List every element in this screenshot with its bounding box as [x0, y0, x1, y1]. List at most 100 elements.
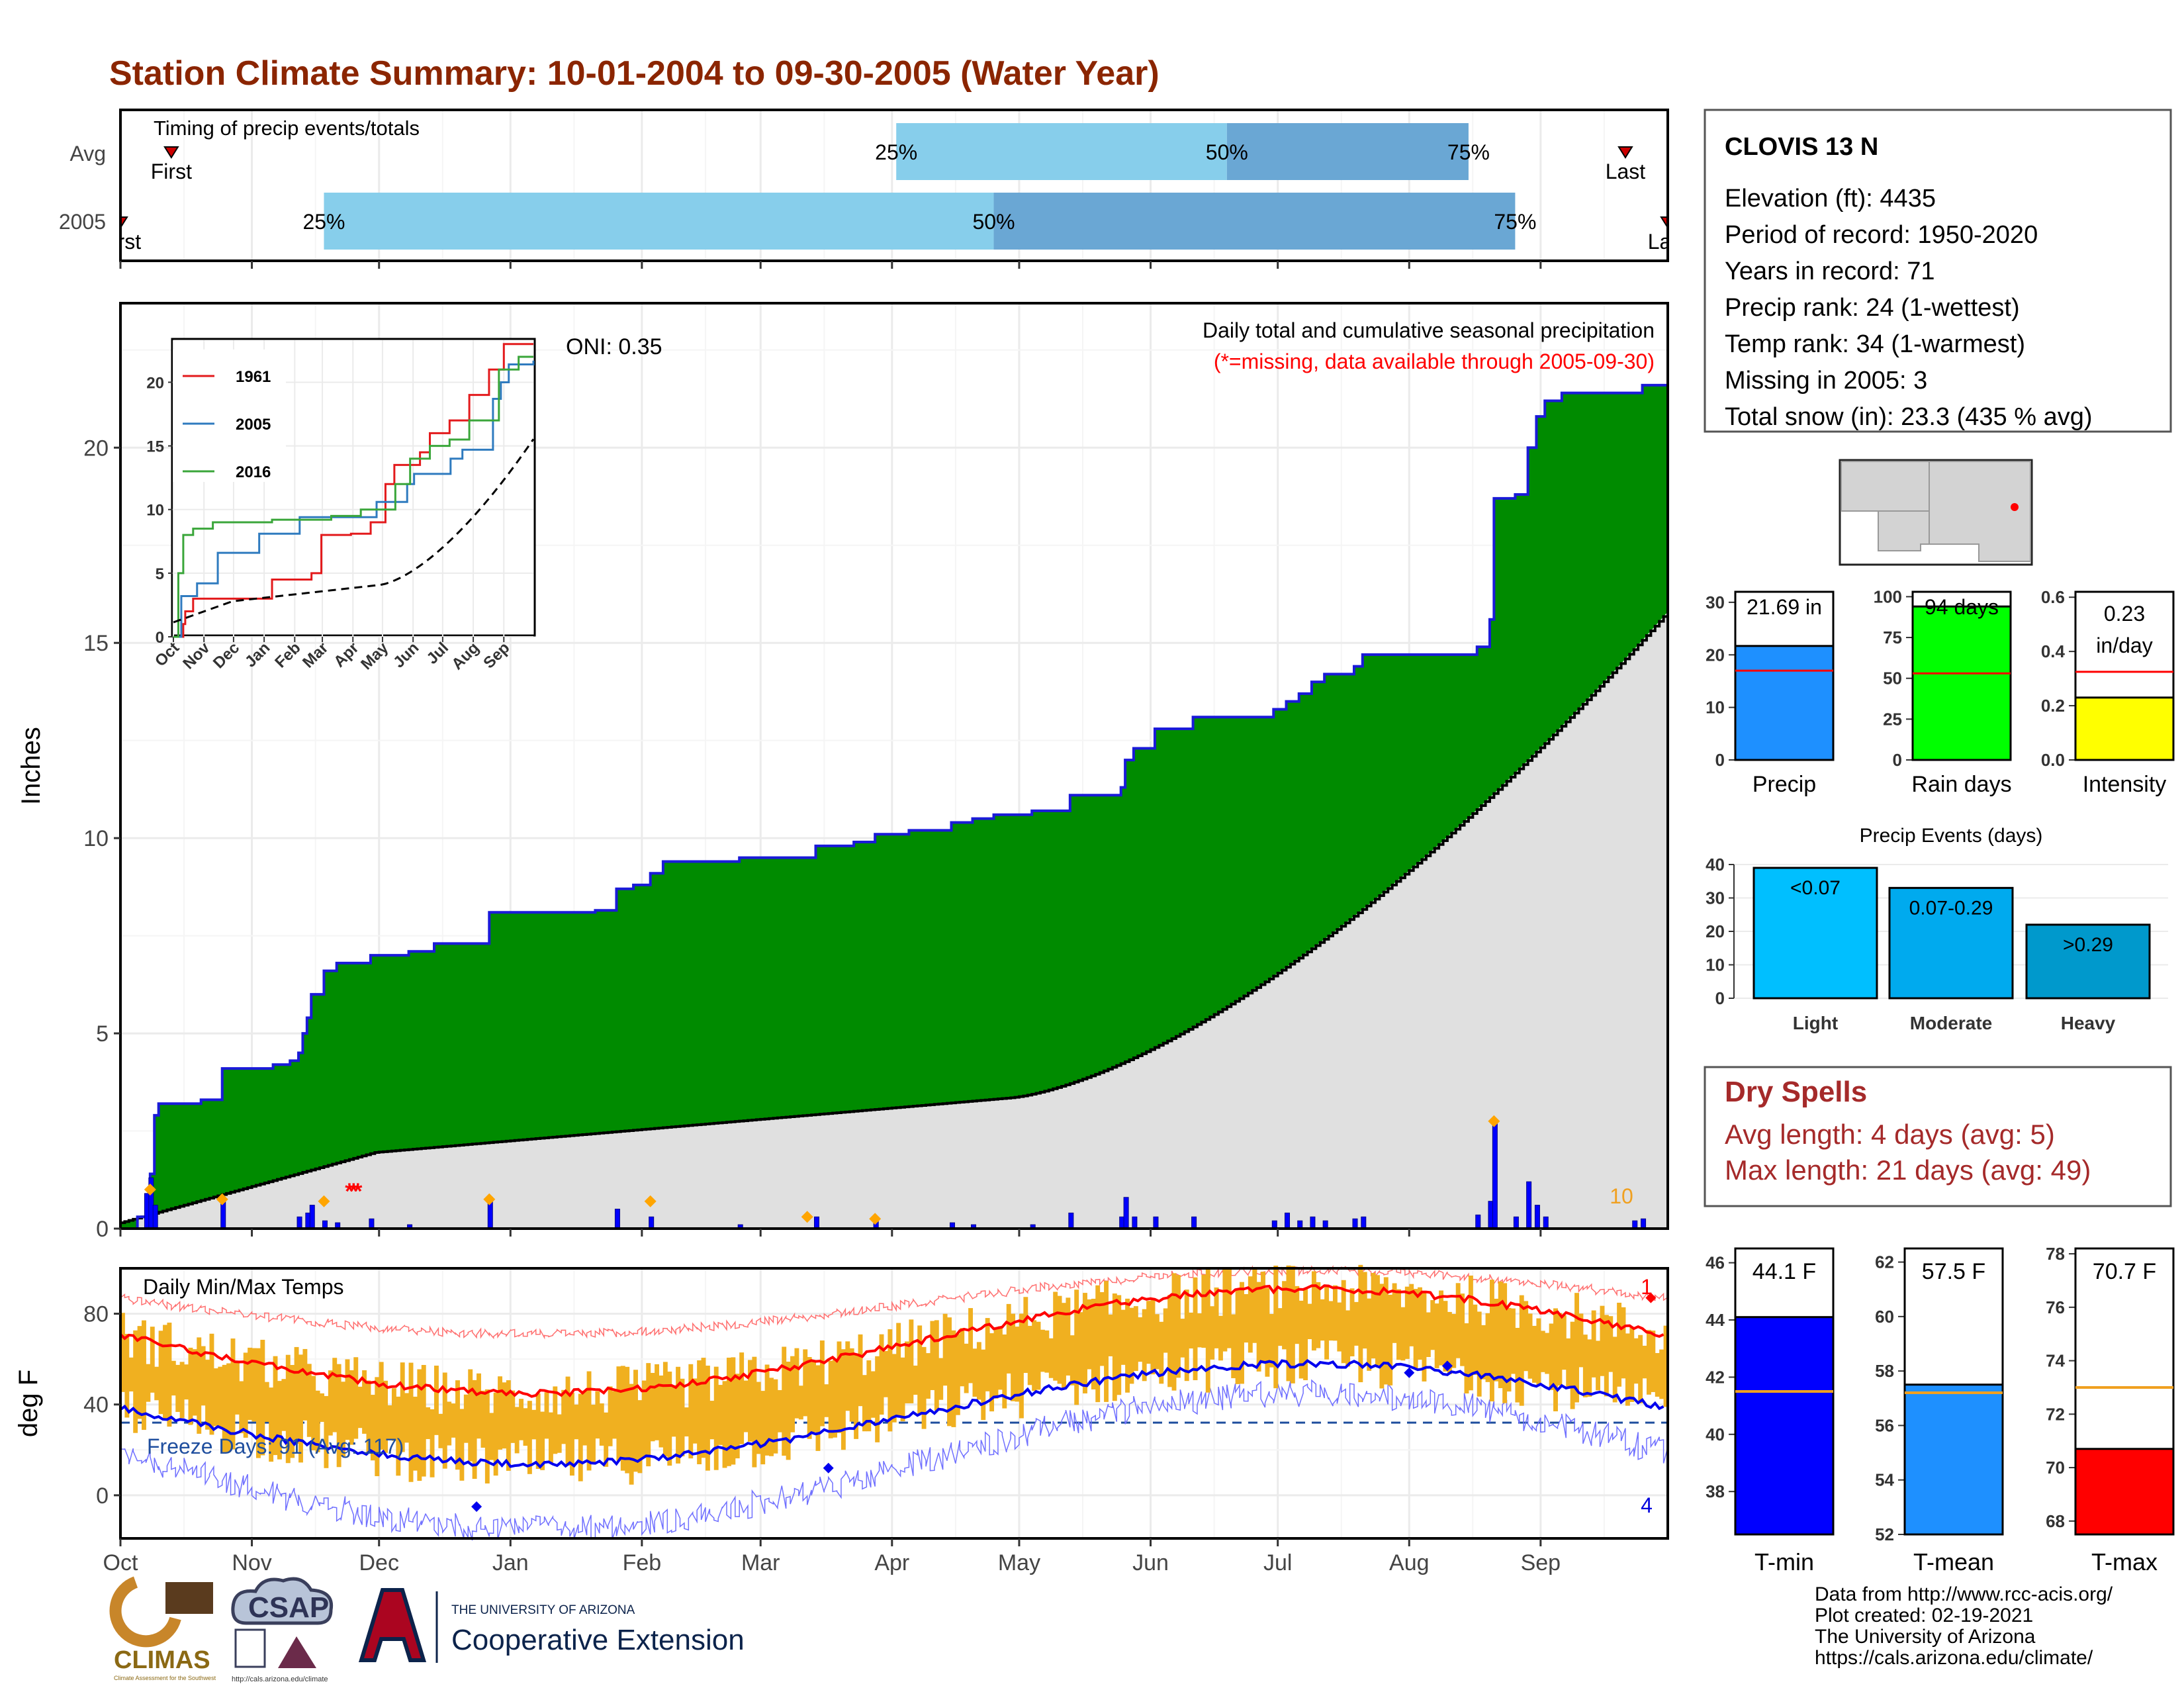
temp-panel: 0 40 80 deg F Daily Min/Max Temps Freeze D…	[14, 1264, 1669, 1541]
dry-spells-title: Dry Spells	[1725, 1076, 1867, 1108]
record-high-marker	[1645, 1292, 1657, 1303]
daily-temp-bar	[1566, 1338, 1571, 1388]
precip-event-label: Moderate	[1910, 1013, 1992, 1033]
daily-temp-bar	[1265, 1288, 1270, 1377]
daily-temp-bar	[1332, 1285, 1338, 1341]
daily-temp-bar	[391, 1388, 396, 1441]
temp-ytick-label: 80	[83, 1302, 109, 1327]
mini-bar-value	[2074, 696, 2175, 761]
inset-ytick-label: 10	[146, 502, 164, 520]
temp-bar-value-label: 57.5 F	[1922, 1259, 1985, 1284]
daily-temp-bar	[1053, 1291, 1058, 1381]
daily-temp-bar	[819, 1340, 825, 1427]
daily-temp-bar	[662, 1362, 668, 1457]
daily-temp-bar	[175, 1364, 181, 1412]
daily-temp-bar	[760, 1391, 766, 1465]
record-high-line	[120, 1265, 1668, 1340]
daily-temp-bar	[1553, 1308, 1558, 1412]
last-event-label: Last	[1648, 230, 1688, 254]
inset-series-2016	[173, 355, 533, 638]
daily-temp-bar	[1146, 1301, 1152, 1364]
last-event-marker	[1617, 146, 1633, 159]
daily-temp-bar	[1057, 1295, 1062, 1384]
daily-temp-bar	[484, 1389, 490, 1484]
month-label: Dec	[359, 1550, 398, 1575]
average-cumulative-area	[120, 612, 1668, 1229]
daily-temp-bar	[205, 1360, 210, 1430]
daily-temp-bar	[1353, 1301, 1359, 1346]
daily-temp-bar	[213, 1368, 218, 1427]
daily-temp-bar	[1600, 1305, 1605, 1376]
inset-ytick-label: 15	[146, 438, 164, 456]
csap-mountain-icon	[278, 1636, 316, 1668]
daily-temp-bar	[735, 1374, 740, 1459]
daily-temp-bar	[426, 1407, 431, 1439]
daily-temp-bar	[468, 1369, 473, 1462]
daily-temp-bar	[370, 1395, 375, 1461]
daily-temp-bar	[1231, 1314, 1236, 1378]
daily-temp-bar	[1142, 1309, 1147, 1382]
month-label: Aug	[1389, 1550, 1430, 1575]
mini-bar-ytick-label: 0.2	[2041, 696, 2065, 716]
daily-temp-bar	[519, 1399, 524, 1440]
footer-line: The University of Arizona	[1815, 1626, 2036, 1648]
daily-temp-bar	[1201, 1274, 1206, 1348]
daily-temp-bar	[498, 1376, 502, 1450]
climas-text: CLIMAS	[114, 1646, 210, 1674]
daily-temp-bar	[1502, 1283, 1508, 1403]
mini-bar-ytick-label: 50	[1883, 669, 1902, 688]
temp-bar-ytick-label: 70	[2046, 1458, 2065, 1477]
daily-temp-bar	[1455, 1283, 1461, 1358]
daily-temp-bar	[290, 1365, 295, 1458]
daily-temp-bar	[701, 1358, 706, 1458]
daily-temp-bar	[837, 1341, 842, 1433]
daily-temp-bar	[472, 1380, 477, 1479]
daily-temp-bar	[985, 1318, 990, 1391]
daily-precip-bar	[1513, 1216, 1519, 1229]
daily-temp-bar	[1477, 1311, 1482, 1397]
daily-temp-bar	[341, 1382, 345, 1457]
daily-temp-bar	[586, 1371, 592, 1471]
daily-temp-bar	[1269, 1313, 1274, 1368]
daily-precip-bar	[813, 1216, 819, 1229]
footer-line: Data from http://www.rcc-acis.org/	[1815, 1583, 2113, 1605]
daily-temp-bar	[1447, 1311, 1452, 1374]
daily-temp-bar	[1527, 1313, 1533, 1379]
precip-ytick-label: 10	[83, 826, 109, 851]
temp-bar-value	[1734, 1316, 1835, 1536]
daily-temp-bar	[336, 1364, 341, 1468]
mini-bar-value-label: 0.23	[2104, 602, 2145, 626]
daily-precip-bar	[649, 1216, 655, 1229]
daily-temp-bar	[1154, 1314, 1160, 1370]
daily-temp-bar	[324, 1395, 329, 1468]
daily-temp-bar	[938, 1358, 944, 1400]
daily-temp-bar	[692, 1378, 698, 1444]
temp-bar-ytick-label: 40	[1706, 1425, 1725, 1444]
daily-temp-bar	[960, 1328, 965, 1387]
station-info-line: Period of record: 1950-2020	[1725, 221, 2038, 249]
timing-bar-50-75	[993, 193, 1516, 250]
daily-temp-bar	[1494, 1298, 1499, 1382]
temp-ytick-label: 0	[96, 1483, 109, 1509]
daily-temp-bar	[1646, 1330, 1651, 1395]
daily-temp-bar	[1214, 1287, 1219, 1348]
daily-temp-bar	[540, 1411, 545, 1470]
daily-temp-bar	[777, 1389, 782, 1432]
daily-temp-bar	[1108, 1314, 1113, 1356]
daily-temp-bar	[430, 1409, 435, 1477]
daily-precip-bar	[1352, 1218, 1358, 1229]
daily-temp-bar	[1464, 1323, 1469, 1394]
daily-temp-bar	[438, 1413, 443, 1448]
daily-precip-bar	[152, 1205, 158, 1229]
first-event-label: First	[151, 160, 192, 183]
precip-summary-bars: 0 10 20 30 21.69 in Precip 0 25 50 75 100 94 days Ra…	[1706, 586, 2175, 797]
daily-temp-bar	[1104, 1281, 1109, 1402]
daily-temp-bar	[1256, 1282, 1261, 1372]
record-low-marker	[823, 1462, 834, 1474]
mini-bar-ytick-label: 10	[1706, 698, 1725, 718]
csap-logo: CSAP http://cals.arizona.edu/climate	[231, 1577, 334, 1683]
daily-temp-bar	[599, 1403, 604, 1446]
daily-temp-bar	[866, 1360, 872, 1432]
daily-temp-bar	[281, 1379, 287, 1431]
daily-temp-bar	[1222, 1269, 1228, 1352]
